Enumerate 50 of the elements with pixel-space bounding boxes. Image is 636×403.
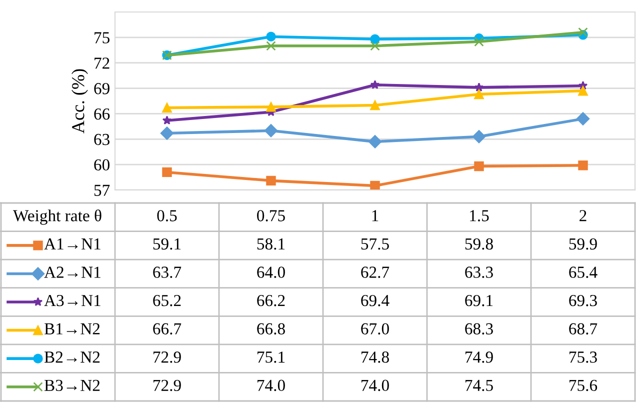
data-label: 58.1 bbox=[257, 238, 285, 250]
data-label: 65.2 bbox=[153, 294, 181, 306]
data-label: 68.7 bbox=[569, 323, 598, 335]
data-label: 62.7 bbox=[361, 266, 390, 278]
data-label: 66.7 bbox=[153, 323, 182, 335]
data-label: 74.9 bbox=[466, 352, 493, 363]
x-tick-label: 0.5 bbox=[157, 210, 177, 222]
data-label: 59.1 bbox=[153, 238, 181, 250]
data-label: 69.4 bbox=[361, 294, 390, 306]
data-label: 72.9 bbox=[154, 380, 181, 392]
data-label: 75.6 bbox=[570, 380, 598, 392]
y-tick-label: 72 bbox=[94, 58, 110, 69]
x-tick-label: 0.75 bbox=[257, 210, 285, 222]
data-label: 74.8 bbox=[362, 351, 389, 363]
data-label: 66.8 bbox=[257, 323, 285, 335]
legend-label: A1→N1 bbox=[44, 238, 100, 250]
data-label: 65.4 bbox=[569, 266, 598, 278]
data-label: 69.3 bbox=[569, 294, 597, 306]
y-tick-label: 60 bbox=[94, 159, 110, 171]
data-label: 68.3 bbox=[465, 323, 493, 335]
data-label: 63.7 bbox=[153, 266, 182, 278]
legend-label: A2→N1 bbox=[44, 266, 100, 278]
y-tick-label: 63 bbox=[94, 134, 110, 146]
x-axis-title: Weight rate θ bbox=[13, 210, 102, 225]
data-label: 74.0 bbox=[362, 380, 389, 392]
y-tick-label: 57 bbox=[94, 184, 110, 196]
data-label: 59.8 bbox=[465, 238, 493, 250]
data-label: 75.3 bbox=[570, 352, 597, 363]
legend-label: A3→N1 bbox=[44, 294, 100, 306]
data-label: 72.9 bbox=[154, 352, 181, 363]
x-tick-label: 1 bbox=[372, 210, 378, 222]
data-label: 66.2 bbox=[257, 294, 285, 306]
data-label: 69.1 bbox=[465, 294, 493, 306]
data-label: 59.9 bbox=[569, 238, 597, 250]
data-label: 75.1 bbox=[258, 352, 285, 363]
y-tick-label: 69 bbox=[94, 83, 110, 94]
data-label: 57.5 bbox=[361, 238, 389, 250]
data-label: 64.0 bbox=[257, 266, 285, 278]
data-label: 74.0 bbox=[258, 380, 285, 392]
y-tick-label: 66 bbox=[94, 108, 110, 120]
y-tick-label: 75 bbox=[94, 32, 110, 44]
legend-label: B3→N2 bbox=[44, 380, 100, 392]
data-label: 67.0 bbox=[361, 323, 389, 335]
data-label: 63.3 bbox=[465, 266, 493, 278]
x-tick-label: 2 bbox=[580, 210, 586, 222]
legend-label: B1→N2 bbox=[44, 323, 100, 334]
x-tick-label: 1.5 bbox=[470, 210, 489, 222]
y-axis-title: Acc. (%) bbox=[72, 69, 88, 134]
data-label: 74.5 bbox=[466, 380, 493, 392]
legend-label: B2→N2 bbox=[44, 352, 100, 363]
